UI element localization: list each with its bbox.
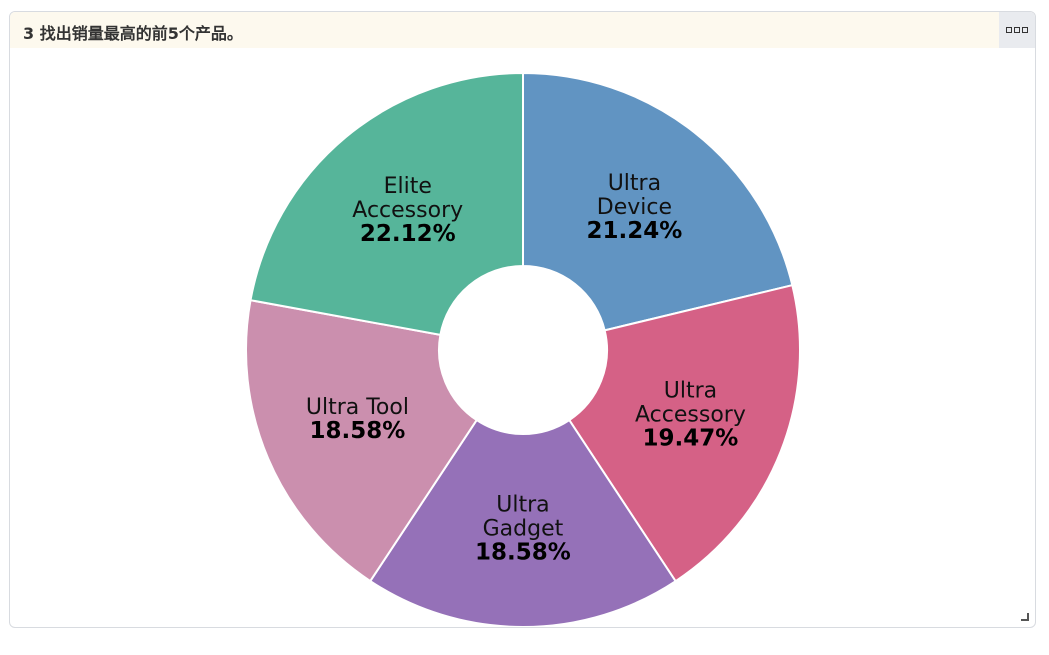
- slice-percent-label: 18.58%: [310, 418, 406, 444]
- donut-chart: UltraDevice21.24%UltraAccessory19.47%Ult…: [245, 71, 801, 627]
- pie-slice-ultra-gadget[interactable]: [368, 418, 677, 627]
- slice-percent-label: 19.47%: [643, 426, 739, 452]
- slice-label: Ultra: [664, 379, 717, 404]
- more-options-icon[interactable]: [999, 12, 1035, 48]
- resize-handle-icon[interactable]: [1021, 613, 1031, 623]
- slice-label: Ultra Tool: [306, 395, 409, 420]
- chart-area: Ultra Device 21.24% Ultra Accessory 19.47% Ult…: [10, 48, 1035, 627]
- slice-percent-label: 21.24%: [587, 218, 683, 244]
- slice-percent-label: 22.12%: [360, 221, 456, 247]
- slice-label: Device: [597, 195, 672, 220]
- panel-title: 3 找出销量最高的前5个产品。: [23, 24, 243, 43]
- slice-label: Elite: [384, 174, 432, 199]
- pie-slice-ultra-tool[interactable]: [245, 299, 479, 583]
- pie-slice-ultra-device[interactable]: [522, 71, 794, 332]
- slice-label: Accessory: [352, 198, 463, 223]
- slice-percent-label: 18.58%: [475, 540, 571, 566]
- slice-label: Accessory: [635, 403, 746, 428]
- slice-label: Gadget: [483, 517, 564, 542]
- pie-slice-elite-accessory[interactable]: [249, 71, 524, 337]
- slice-label: Ultra: [608, 171, 661, 196]
- panel-header: 3 找出销量最高的前5个产品。: [10, 12, 1035, 48]
- chart-panel: 3 找出销量最高的前5个产品。 Ultra Device 21.24% Ultra Ac…: [9, 11, 1036, 628]
- slice-label: Ultra: [496, 493, 549, 518]
